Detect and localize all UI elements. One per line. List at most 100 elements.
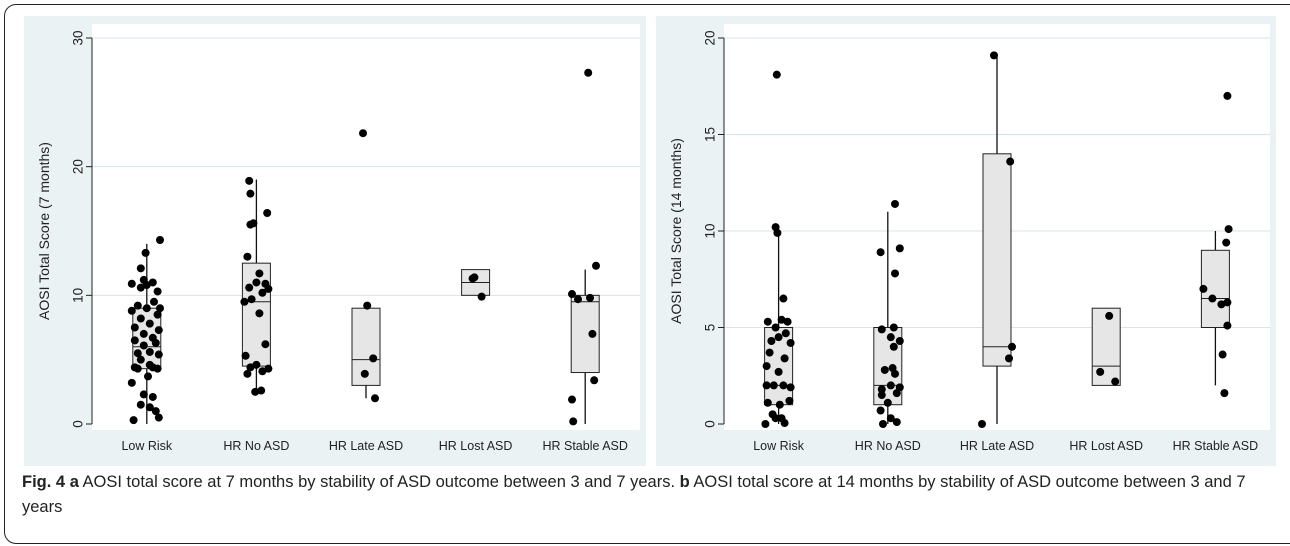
- data-point: [883, 398, 892, 407]
- data-point: [151, 407, 160, 416]
- data-point: [245, 283, 254, 292]
- chart-panel-b: 0 5 10 15 20 AOSI Total Score (14 months) Low …: [656, 16, 1276, 466]
- data-point: [139, 275, 148, 284]
- data-point: [154, 413, 163, 422]
- data-point: [568, 395, 576, 404]
- data-point: [574, 295, 582, 304]
- data-point: [775, 400, 784, 409]
- data-point: [136, 314, 145, 323]
- data-point: [141, 248, 150, 257]
- data-point: [786, 338, 795, 347]
- data-point: [255, 309, 264, 318]
- data-point: [768, 410, 777, 419]
- data-point: [763, 398, 772, 407]
- data-point: [779, 381, 788, 390]
- data-point: [771, 323, 780, 332]
- data-point: [765, 348, 774, 357]
- data-point: [130, 336, 139, 345]
- data-point: [1105, 311, 1114, 320]
- y-axis-label: AOSI Total Score (7 months): [36, 142, 52, 320]
- data-point: [261, 279, 270, 288]
- data-point: [1217, 300, 1226, 309]
- data-point: [477, 292, 486, 301]
- data-point: [876, 406, 885, 415]
- data-point: [139, 390, 148, 399]
- data-point: [762, 381, 771, 390]
- caption-a-letter: a: [69, 473, 79, 491]
- data-point: [363, 301, 372, 310]
- data-point: [990, 51, 998, 60]
- data-point: [263, 208, 272, 217]
- data-point: [880, 365, 889, 374]
- data-point: [153, 287, 162, 296]
- y-axis-label: AOSI Total Score (14 months): [668, 138, 684, 324]
- data-point: [261, 340, 270, 349]
- data-point: [879, 420, 887, 428]
- data-point: [129, 416, 138, 425]
- data-point: [568, 290, 576, 299]
- x-category-label: HR No ASD: [855, 439, 921, 453]
- data-point: [769, 381, 778, 390]
- data-point: [1223, 91, 1232, 100]
- chart-b-svg: 0 5 10 15 20 AOSI Total Score (14 months) Low …: [656, 16, 1276, 466]
- data-point: [249, 219, 258, 228]
- data-point: [142, 304, 151, 313]
- data-point: [886, 381, 895, 390]
- data-point: [127, 378, 136, 387]
- data-point: [1111, 377, 1120, 386]
- data-point: [154, 350, 163, 359]
- data-point: [241, 351, 250, 360]
- data-point: [1220, 389, 1229, 398]
- data-point: [371, 394, 379, 403]
- caption-b-letter: b: [679, 473, 690, 491]
- x-category-label: HR Lost ASD: [439, 439, 513, 453]
- data-point: [877, 325, 886, 334]
- y-tick-label: 10: [71, 288, 86, 303]
- data-point: [780, 354, 789, 363]
- data-point: [1008, 342, 1016, 351]
- data-point: [777, 414, 786, 423]
- data-point: [761, 420, 770, 428]
- data-point: [1218, 350, 1227, 359]
- x-category-label: HR Stable ASD: [542, 439, 627, 453]
- data-point: [584, 68, 593, 77]
- data-point: [360, 369, 369, 378]
- data-point: [892, 418, 901, 427]
- data-point: [252, 278, 261, 287]
- data-point: [144, 372, 152, 381]
- data-point: [569, 417, 578, 426]
- data-point: [130, 363, 139, 372]
- data-point: [771, 223, 780, 232]
- data-point: [762, 362, 771, 371]
- x-category-label: HR Lost ASD: [1069, 439, 1143, 453]
- data-point: [1199, 284, 1208, 293]
- data-point: [133, 349, 142, 358]
- box: [982, 153, 1012, 367]
- data-point: [586, 293, 594, 302]
- data-point: [886, 333, 895, 342]
- data-point: [895, 383, 904, 392]
- x-category-label: Low Risk: [753, 439, 804, 453]
- x-category-label: HR No ASD: [223, 439, 289, 453]
- x-category-label: Low Risk: [121, 439, 172, 453]
- data-point: [136, 400, 145, 409]
- data-point: [889, 323, 898, 332]
- data-point: [136, 264, 145, 273]
- y-tick-label: 15: [703, 127, 718, 142]
- data-point: [145, 403, 154, 412]
- data-point: [145, 360, 154, 369]
- data-point: [1208, 294, 1217, 303]
- data-point: [136, 283, 145, 292]
- data-point: [148, 333, 157, 342]
- data-point: [588, 329, 597, 338]
- data-point: [156, 236, 164, 245]
- box: [1091, 307, 1121, 386]
- data-point: [258, 367, 267, 376]
- data-point: [978, 420, 986, 428]
- data-point: [148, 392, 157, 401]
- data-point: [1005, 354, 1013, 363]
- data-point: [156, 304, 164, 313]
- data-point: [145, 347, 154, 356]
- x-category-label: HR Late ASD: [960, 439, 1034, 453]
- data-point: [153, 310, 162, 319]
